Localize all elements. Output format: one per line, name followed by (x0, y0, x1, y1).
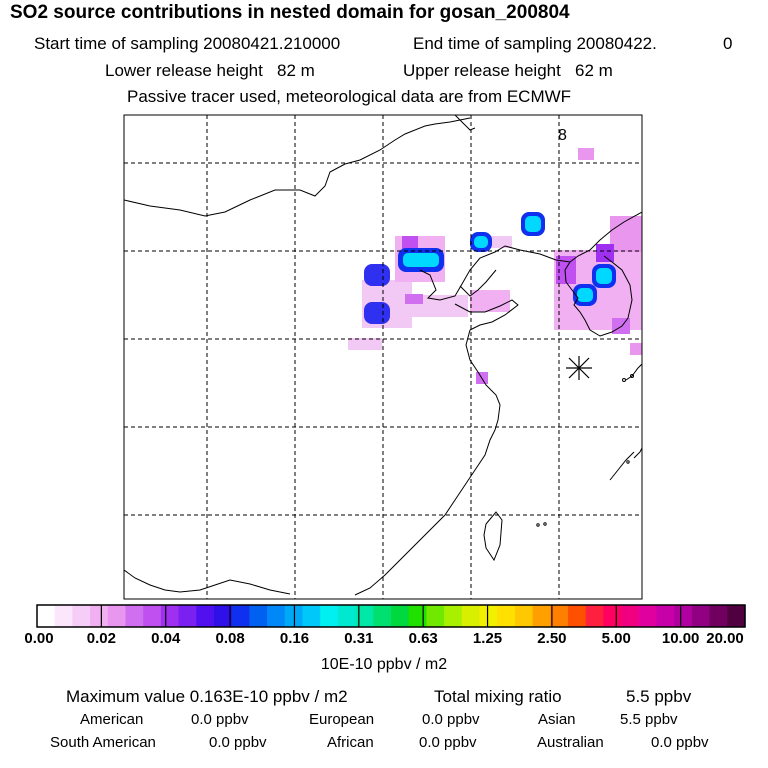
region-name: Australian (537, 734, 604, 751)
region-name: South American (50, 734, 156, 751)
colorbar-swatch (585, 605, 604, 627)
colorbar-tick-label: 0.31 (344, 630, 374, 647)
map-title: SO2 source contributions in nested domai… (10, 2, 570, 23)
region-value: 0.0 ppbv (422, 711, 480, 728)
colorbar-tick-label: 0.02 (86, 630, 116, 647)
region-value: 0.0 ppbv (651, 734, 709, 751)
end-time-value: 0 (723, 34, 733, 53)
colorbar-swatch (497, 605, 516, 627)
colorbar-swatch (621, 605, 640, 627)
tracer-plume (348, 148, 642, 384)
colorbar-swatch (160, 605, 180, 627)
colorbar-swatch (727, 605, 746, 627)
colorbar-swatch (72, 605, 91, 627)
colorbar-swatch (373, 605, 392, 627)
colorbar-swatch (444, 605, 463, 627)
region-value: 0.0 ppbv (191, 711, 249, 728)
region-value: 0.0 ppbv (419, 734, 477, 751)
colorbar-swatch (603, 605, 622, 627)
colorbar-swatch (355, 605, 374, 627)
colorbar-swatch (143, 605, 162, 627)
receptor-star-icon (566, 356, 592, 380)
colorbar-tick-label: 5.00 (601, 630, 631, 647)
colorbar-swatch (337, 605, 357, 627)
tracer-note: Passive tracer used, meteorological data… (127, 87, 572, 106)
lower-release-height: Lower release height 82 m (105, 61, 315, 80)
colorbar-swatch (37, 605, 56, 627)
region-value: 5.5 ppbv (620, 711, 678, 728)
colorbar-swatch (408, 605, 427, 627)
colorbar-swatch (550, 605, 569, 627)
colorbar-tick-label: 2.50 (537, 630, 567, 647)
region-name: Asian (538, 711, 576, 728)
colorbar-swatch (674, 605, 693, 627)
colorbar-swatch (320, 605, 339, 627)
colorbar-swatch (391, 605, 410, 627)
colorbar-tick-label: 10.00 (661, 630, 700, 647)
colorbar-swatch (249, 605, 268, 627)
region-name: European (309, 711, 375, 728)
region-name: American (80, 711, 144, 728)
colorbar-tick-label: 20.00 (706, 630, 744, 647)
colorbar-swatch (125, 605, 144, 627)
colorbar-swatch (214, 605, 233, 627)
colorbar-swatch (691, 605, 711, 627)
colorbar-swatch (638, 605, 658, 627)
colorbar-frame (36, 604, 746, 628)
colorbar-swatch (656, 605, 675, 627)
region-name: African (327, 734, 374, 751)
colorbar-tick-label: 0.08 (215, 630, 245, 647)
colorbar-swatch (178, 605, 197, 627)
colorbar-swatch (196, 605, 215, 627)
total-mixing-value: 5.5 ppbv (626, 687, 692, 706)
colorbar-units: 10E-10 ppbv / m2 (320, 656, 448, 673)
map-corner-label: 8 (558, 127, 567, 144)
colorbar-swatch (514, 605, 534, 627)
colorbar-swatch (568, 605, 587, 627)
map-frame (123, 114, 643, 600)
colorbar-swatch (54, 605, 73, 627)
colorbar-tick-label: 0.16 (279, 630, 310, 647)
colorbar-tick-label: 0.04 (151, 630, 181, 647)
colorbar-swatch (107, 605, 127, 627)
colorbar-tick-label: 0.63 (408, 630, 438, 647)
colorbar-swatch (302, 605, 321, 627)
colorbar-swatch (426, 605, 445, 627)
colorbar-swatch (532, 605, 551, 627)
total-mixing-label: Total mixing ratio (434, 687, 562, 706)
colorbar-swatch (479, 605, 498, 627)
colorbar-swatch (461, 605, 481, 627)
upper-release-height: Upper release height 62 m (403, 61, 613, 80)
colorbar-swatch (90, 605, 109, 627)
start-time-label: Start time of sampling 20080421.210000 (34, 34, 341, 53)
region-value: 0.0 ppbv (209, 734, 267, 751)
end-time-label: End time of sampling 20080422. (413, 34, 657, 53)
colorbar-tick-label: 1.25 (472, 630, 503, 647)
colorbar-swatch (709, 605, 728, 627)
coastlines (124, 115, 642, 596)
colorbar-tick-label: 0.00 (24, 630, 54, 647)
graticule (124, 115, 642, 599)
colorbar-swatch (231, 605, 250, 627)
colorbar-swatch (267, 605, 286, 627)
maximum-value: Maximum value 0.163E-10 ppbv / m2 (66, 687, 348, 706)
